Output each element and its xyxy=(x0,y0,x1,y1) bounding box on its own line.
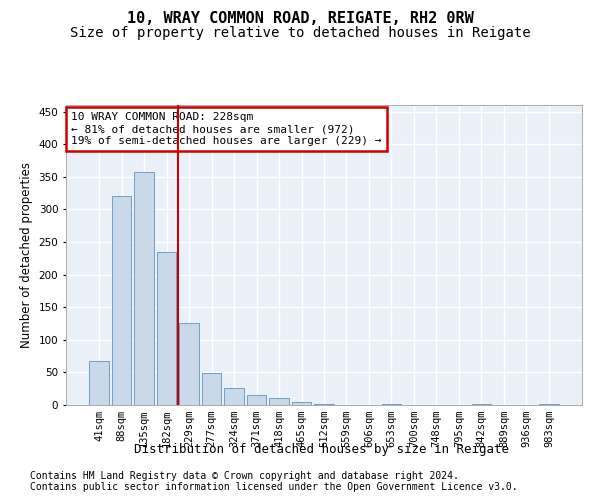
Bar xyxy=(179,323,199,405)
Bar xyxy=(202,373,221,405)
Bar xyxy=(112,196,131,405)
Text: Contains public sector information licensed under the Open Government Licence v3: Contains public sector information licen… xyxy=(30,482,518,492)
Bar xyxy=(539,404,559,405)
Bar xyxy=(89,362,109,405)
Bar xyxy=(247,394,266,405)
Bar xyxy=(157,252,176,405)
Y-axis label: Number of detached properties: Number of detached properties xyxy=(20,162,33,348)
Bar xyxy=(269,398,289,405)
Text: 10, WRAY COMMON ROAD, REIGATE, RH2 0RW: 10, WRAY COMMON ROAD, REIGATE, RH2 0RW xyxy=(127,11,473,26)
Bar xyxy=(472,404,491,405)
Bar xyxy=(134,172,154,405)
Text: Size of property relative to detached houses in Reigate: Size of property relative to detached ho… xyxy=(70,26,530,40)
Text: Distribution of detached houses by size in Reigate: Distribution of detached houses by size … xyxy=(133,442,509,456)
Bar xyxy=(382,404,401,405)
Bar xyxy=(314,404,334,405)
Bar xyxy=(292,402,311,405)
Text: Contains HM Land Registry data © Crown copyright and database right 2024.: Contains HM Land Registry data © Crown c… xyxy=(30,471,459,481)
Bar xyxy=(224,388,244,405)
Text: 10 WRAY COMMON ROAD: 228sqm
← 81% of detached houses are smaller (972)
19% of se: 10 WRAY COMMON ROAD: 228sqm ← 81% of det… xyxy=(71,112,382,146)
